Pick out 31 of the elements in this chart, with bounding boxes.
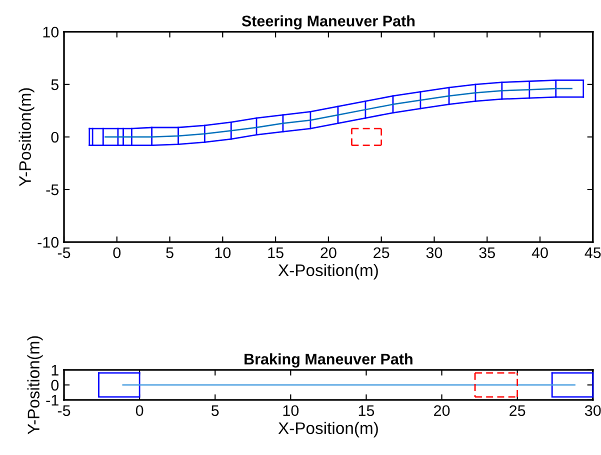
x-axis-title: X-Position(m) — [278, 264, 378, 280]
y-axis-title: Y-Position(m) — [18, 88, 34, 186]
x-tick-label: 20 — [320, 247, 336, 258]
x-tick-label: 15 — [268, 247, 284, 258]
x-axis-title: X-Position(m) — [278, 422, 378, 438]
x-tick-label: 30 — [584, 405, 601, 416]
x-tick-label: 0 — [136, 405, 144, 416]
y-tick-label: -10 — [38, 236, 59, 248]
y-tick-label: 0 — [51, 132, 59, 143]
x-tick-label: 40 — [532, 247, 548, 258]
x-tick-label: 0 — [113, 247, 121, 258]
y-tick-label: 10 — [43, 26, 59, 38]
y-tick-label: -5 — [46, 184, 59, 196]
y-axis-title: Y-Position(m) — [27, 336, 43, 434]
x-tick-label: 20 — [434, 405, 450, 416]
x-tick-label: 15 — [358, 405, 374, 416]
x-tick-label: 10 — [283, 405, 299, 416]
y-tick-label: 0 — [51, 380, 59, 391]
x-tick-label: 10 — [215, 247, 231, 258]
x-tick-label: 35 — [479, 247, 495, 258]
chart-title: Braking Maneuver Path — [244, 353, 412, 368]
y-tick-label: 5 — [51, 79, 59, 90]
x-tick-label: 25 — [510, 405, 526, 416]
x-tick-label: 30 — [426, 247, 442, 258]
y-tick-label: -1 — [46, 394, 58, 406]
x-tick-label: 5 — [211, 405, 219, 416]
x-tick-label: 25 — [374, 247, 390, 258]
chart-title: Steering Maneuver Path — [242, 15, 415, 30]
x-tick-label: 5 — [166, 247, 174, 258]
y-tick-label: 1 — [52, 364, 58, 376]
x-tick-label: 45 — [584, 247, 601, 258]
